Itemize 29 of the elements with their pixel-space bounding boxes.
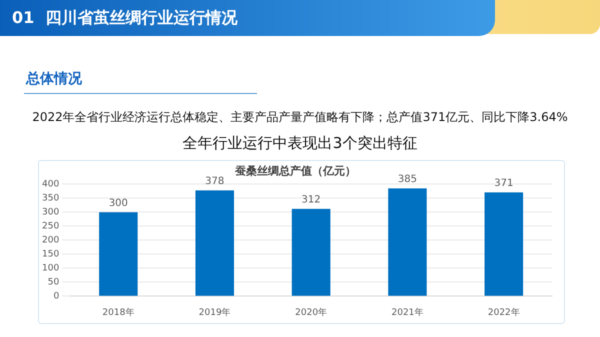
y-tick-label: 100 bbox=[42, 264, 60, 274]
x-tick-label: 2021年 bbox=[392, 306, 424, 318]
bar bbox=[292, 208, 330, 296]
chart-title: 蚕桑丝绸总产值（亿元） bbox=[234, 164, 356, 178]
y-tick-label: 150 bbox=[42, 250, 60, 260]
y-tick-label: 400 bbox=[42, 180, 60, 190]
data-label: 385 bbox=[398, 174, 417, 185]
data-label: 300 bbox=[108, 198, 128, 209]
x-tick-label: 2020年 bbox=[295, 306, 328, 318]
bar bbox=[195, 190, 234, 296]
x-tick-label: 2019年 bbox=[198, 306, 231, 318]
y-tick-label: 250 bbox=[42, 222, 60, 232]
y-tick-label: 0 bbox=[53, 292, 60, 302]
data-label: 378 bbox=[205, 176, 224, 187]
y-tick-label: 50 bbox=[48, 278, 60, 288]
x-tick-label: 2018年 bbox=[102, 306, 134, 318]
y-tick-label: 300 bbox=[42, 208, 60, 218]
text: 总体情况 bbox=[26, 70, 82, 88]
x-tick-label: 2022年 bbox=[488, 306, 520, 318]
y-tick-label: 350 bbox=[42, 194, 60, 204]
text: 2022年全省行业经济运行总体稳定、主要产品产量产值略有下降；总产值371亿元、同比下降3.64% bbox=[31, 109, 569, 126]
y-tick-label: 200 bbox=[42, 236, 60, 246]
data-label: 312 bbox=[302, 194, 321, 206]
bar bbox=[99, 212, 138, 296]
text: 全年行业运行中表现出3个突出特征 bbox=[182, 134, 418, 153]
text: 01 四川省茧丝绸行业运行情况 bbox=[12, 8, 238, 29]
data-label: 371 bbox=[494, 178, 514, 189]
bar bbox=[388, 188, 427, 296]
bar bbox=[484, 192, 524, 296]
